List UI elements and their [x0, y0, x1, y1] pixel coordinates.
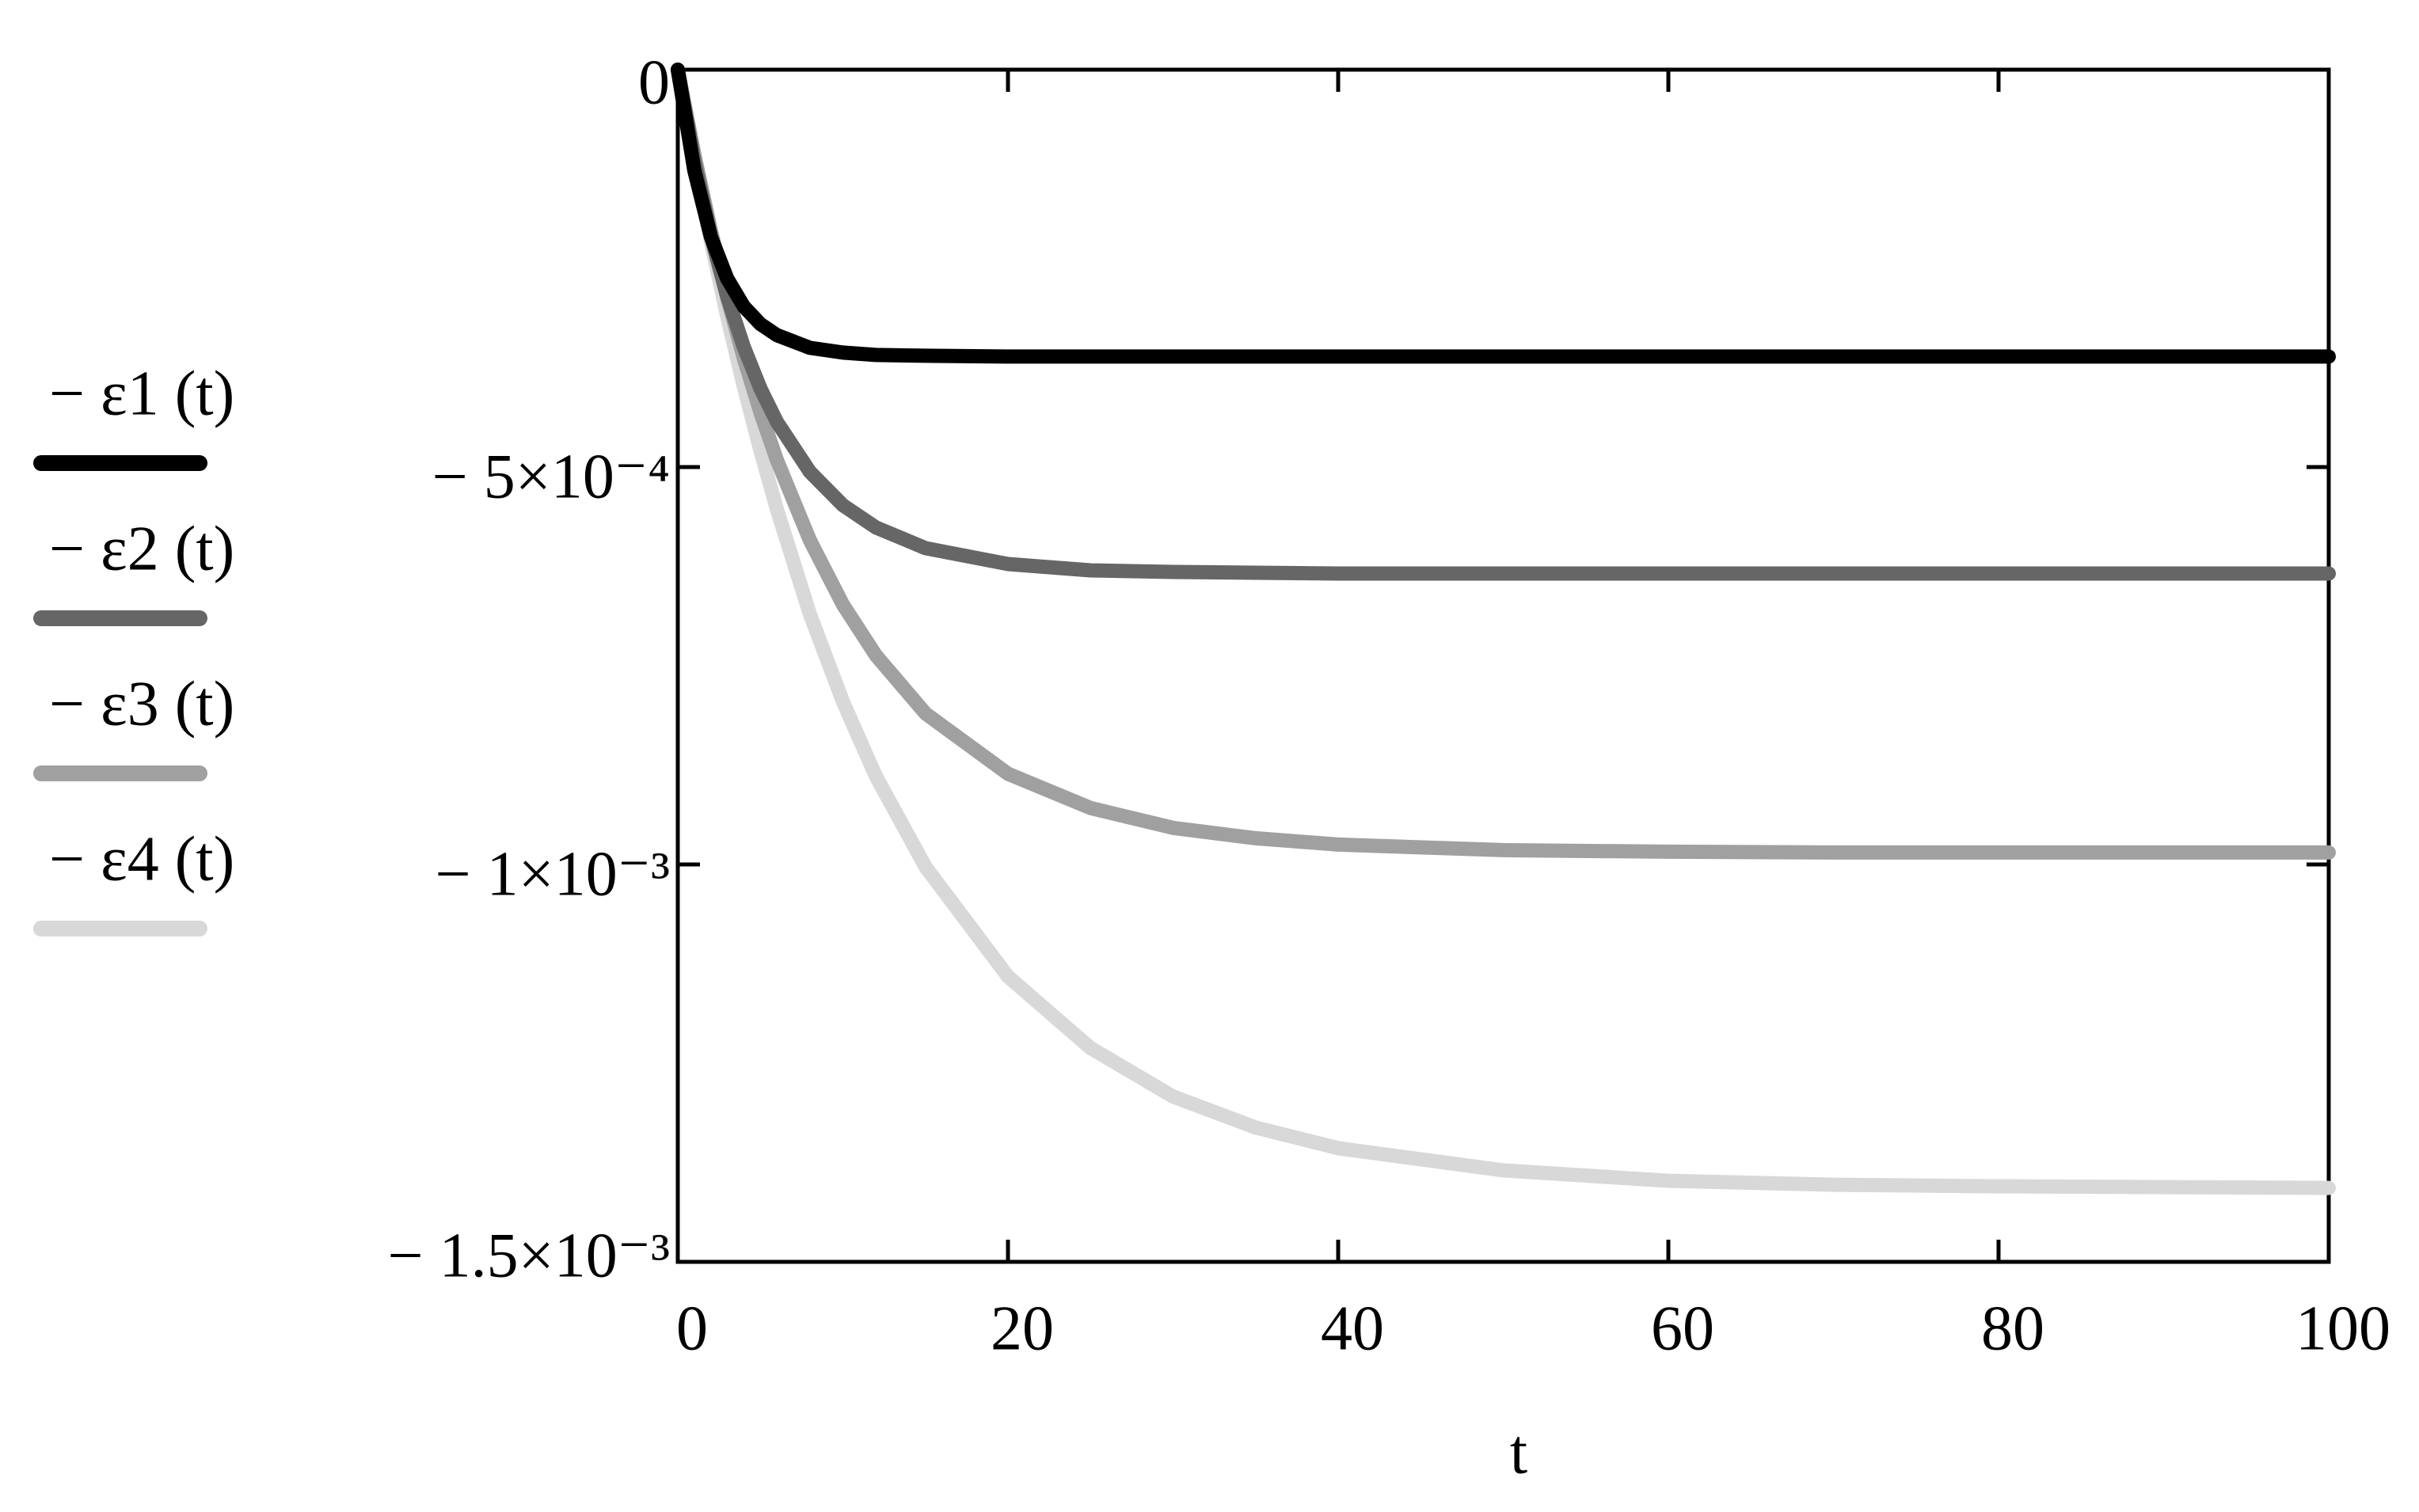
y-tick-label: 0	[638, 47, 670, 117]
x-tick-label: 40	[1321, 1294, 1384, 1363]
series-line	[671, 63, 2336, 1195]
y-tick-label: − 5×10⁻⁴	[432, 442, 670, 511]
series-line	[671, 63, 2336, 581]
x-tick-label: 0	[676, 1294, 708, 1363]
x-tick-label: 100	[2295, 1294, 2390, 1363]
series-line	[671, 63, 2336, 364]
x-tick-label: 80	[1981, 1294, 2044, 1363]
x-tick-label: 20	[991, 1294, 1054, 1363]
legend-label: − ε2 (t)	[49, 514, 234, 583]
series-line	[671, 63, 2336, 860]
x-tick-label: 60	[1651, 1294, 1714, 1363]
x-axis-label: t	[1510, 1417, 1527, 1487]
legend-label: − ε1 (t)	[49, 359, 234, 428]
legend-label: − ε3 (t)	[49, 669, 234, 739]
legend-label: − ε4 (t)	[49, 824, 234, 894]
y-tick-label: − 1×10⁻³	[435, 839, 670, 909]
y-tick-label: − 1.5×10⁻³	[388, 1221, 670, 1290]
plot-frame	[675, 67, 2331, 1264]
